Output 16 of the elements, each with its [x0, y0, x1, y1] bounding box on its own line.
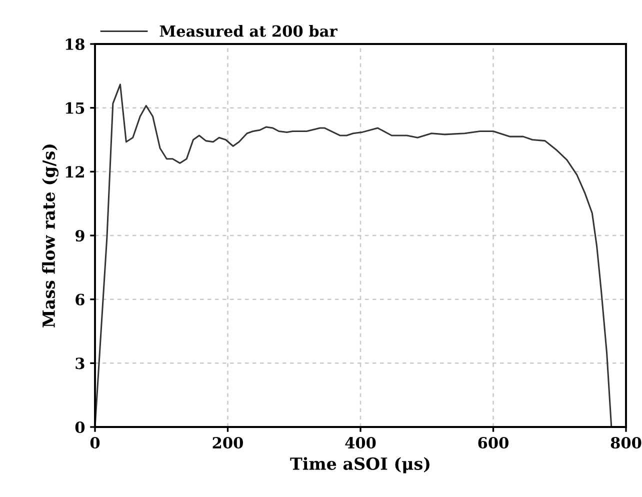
y-tick-label: 18: [66, 38, 84, 50]
line-series: [95, 84, 612, 427]
x-tick-label: 200: [212, 436, 243, 449]
y-tick-label: 9: [75, 230, 84, 242]
y-tick-label: 6: [76, 294, 84, 306]
x-tick-label: 600: [478, 436, 508, 449]
y-tick-label: 12: [66, 166, 84, 178]
y-axis-title: Mass flow rate (g/s): [42, 144, 58, 328]
x-axis-title: Time aSOI (μs): [290, 457, 430, 474]
y-tick-label: 0: [75, 421, 85, 434]
x-tick-label: 800: [610, 436, 642, 449]
y-tick-label: 15: [66, 102, 84, 114]
y-tick-label: 3: [76, 358, 84, 370]
legend-label: Measured at 200 bar: [160, 25, 338, 37]
x-tick-label: 0: [90, 436, 100, 449]
x-tick-label: 400: [345, 436, 376, 449]
